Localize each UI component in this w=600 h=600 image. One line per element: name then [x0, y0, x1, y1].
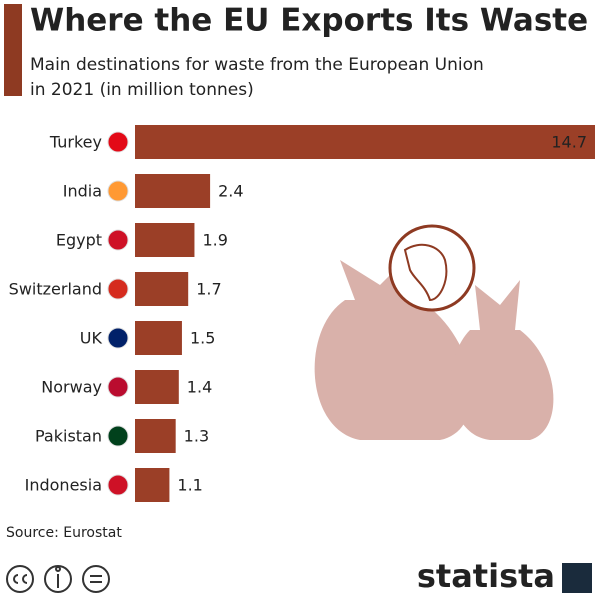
bar: [135, 468, 170, 502]
bar: [135, 321, 182, 355]
flag-icon: [107, 425, 129, 447]
value-label: 1.3: [184, 427, 209, 446]
source: Source: Eurostat: [6, 525, 122, 541]
value-label: 1.4: [187, 378, 212, 397]
brand-mark: [562, 563, 592, 593]
bar: [135, 125, 595, 159]
flag-icon: [107, 474, 129, 496]
y-tick-label: Turkey: [49, 133, 102, 152]
flag-icon: [107, 376, 129, 398]
y-tick-label: UK: [80, 329, 103, 348]
y-tick-label: Indonesia: [25, 476, 102, 495]
flag-icon: [107, 278, 129, 300]
flag-icon: [107, 327, 129, 349]
bar: [135, 272, 189, 306]
flag-icon: [107, 131, 129, 153]
bar: [135, 174, 211, 208]
y-tick-label: Egypt: [56, 231, 102, 250]
value-label: 14.7: [551, 133, 587, 152]
chart-title: Where the EU Exports Its Waste: [30, 3, 588, 39]
y-tick-label: Switzerland: [9, 280, 102, 299]
license-icons: [6, 565, 110, 593]
value-label: 1.1: [177, 476, 202, 495]
brand-logo: statista: [417, 557, 555, 595]
y-tick-label: Norway: [41, 378, 102, 397]
value-label: 2.4: [218, 182, 243, 201]
bar: [135, 419, 176, 453]
value-label: 1.9: [202, 231, 227, 250]
flag-icon: [107, 229, 129, 251]
value-label: 1.5: [190, 329, 215, 348]
illustration: [314, 224, 554, 440]
subtitle-line: Main destinations for waste from the Eur…: [30, 55, 484, 75]
bar: [135, 370, 179, 404]
bars: Turkey 14.7 India 2.4 Egypt 1.9 Switzerland 1.7…: [9, 125, 595, 502]
flag-icon: [107, 180, 129, 202]
value-label: 1.7: [196, 280, 221, 299]
subtitle-line: in 2021 (in million tonnes): [30, 80, 254, 100]
y-tick-label: Pakistan: [35, 427, 102, 446]
accent-bar: [4, 4, 22, 96]
y-tick-label: India: [63, 182, 102, 201]
bar: [135, 223, 195, 257]
